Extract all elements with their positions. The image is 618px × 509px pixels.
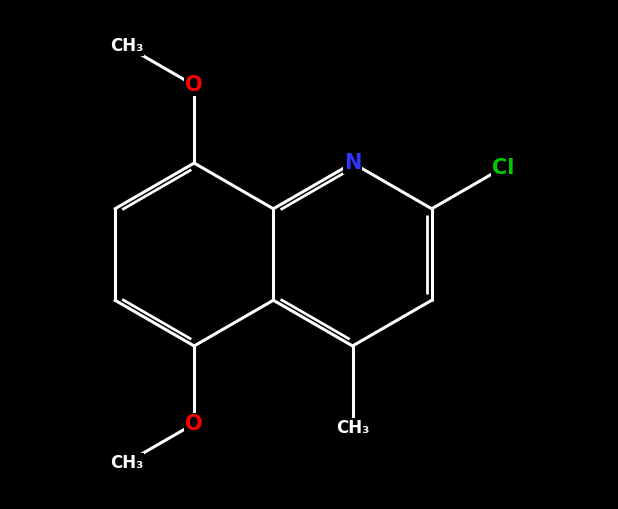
Text: O: O <box>185 414 203 434</box>
Text: CH₃: CH₃ <box>110 454 143 471</box>
Text: N: N <box>344 153 362 173</box>
Text: CH₃: CH₃ <box>110 38 143 55</box>
Text: CH₃: CH₃ <box>336 419 369 437</box>
Text: Cl: Cl <box>492 158 514 178</box>
Text: O: O <box>185 75 203 95</box>
